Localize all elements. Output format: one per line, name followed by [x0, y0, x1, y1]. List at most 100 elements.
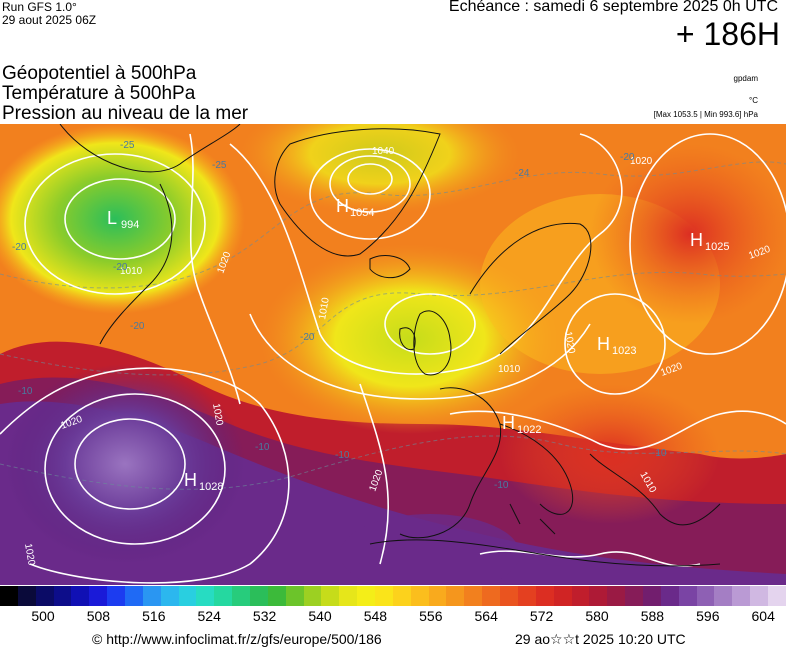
scale-swatch: [125, 586, 143, 606]
isotherm-label: -25: [212, 160, 227, 171]
border-line: [509, 503, 556, 535]
scale-label: 564: [474, 608, 498, 624]
coastline-labrador: [99, 183, 173, 345]
scale-swatch: [71, 586, 90, 606]
scale-swatch: [410, 586, 429, 606]
isobar-label: 1040: [372, 146, 395, 157]
scale-swatch: [642, 586, 661, 606]
center-value: 1025: [705, 241, 729, 253]
scale-swatch: [214, 586, 233, 606]
isotherm-label: -25: [120, 140, 135, 151]
scale-swatch: [392, 586, 411, 606]
scale-label: 516: [142, 608, 166, 624]
scale-label: 604: [751, 608, 775, 624]
isotherm-line: [0, 435, 786, 490]
coastline-europe-west: [399, 387, 502, 539]
isobar-label: 1020: [210, 403, 225, 427]
center-value: 1054: [350, 207, 374, 219]
scale-swatch: [767, 586, 786, 606]
scale-swatch: [267, 586, 286, 606]
isobar: [629, 133, 786, 355]
scale-swatch: [696, 586, 715, 606]
scale-swatch: [160, 586, 179, 606]
map-canvas: L 994 H 1054 H 1025 H 1023 H 1022 H 1028…: [0, 124, 786, 585]
isotherm-label: -20: [12, 242, 27, 253]
isotherm-label: -20: [130, 321, 145, 332]
center-letter: L: [107, 208, 117, 228]
weather-map[interactable]: L 994 H 1054 H 1025 H 1023 H 1022 H 1028…: [0, 124, 786, 585]
run-model-label: Run GFS 1.0°: [2, 0, 77, 14]
scale-swatch: [500, 586, 518, 606]
scale-swatch: [250, 586, 268, 606]
isotherm-label: -10: [18, 386, 33, 397]
center-value: 994: [121, 219, 139, 231]
scale-swatch: [714, 586, 733, 606]
isotherm-label: -20: [113, 262, 128, 273]
scale-label: 540: [308, 608, 332, 624]
isobar: [309, 148, 431, 240]
title-pressure: Pression au niveau de la mer: [2, 103, 249, 124]
scale-label: 580: [585, 608, 609, 624]
unit-temperature: °C: [749, 96, 758, 105]
isobar: [384, 293, 476, 355]
field-saharan-ridge: [340, 514, 520, 585]
isotherm-label: -10: [335, 450, 350, 461]
scale-swatch: [196, 586, 215, 606]
coastline-labrador: [59, 124, 241, 173]
scale-swatch: [571, 586, 590, 606]
isobar: [359, 383, 390, 565]
field-balkans-ridge: [500, 384, 720, 524]
center-letter: H: [184, 470, 197, 490]
center-value: 1022: [517, 424, 541, 436]
scale-swatch: [17, 586, 36, 606]
coastline-britain: [413, 310, 452, 376]
isotherm-line: [0, 271, 786, 376]
coastline-north-africa: [369, 539, 721, 567]
scale-swatch: [446, 586, 465, 606]
scale-swatch: [482, 586, 501, 606]
scale-swatch: [553, 586, 572, 606]
scale-swatch: [625, 586, 643, 606]
title-geopotential: Géopotentiel à 500hPa: [2, 63, 197, 84]
isobar: [189, 133, 241, 405]
center-value: 1028: [199, 481, 223, 493]
scale-swatch: [107, 586, 126, 606]
scale-swatch: [357, 586, 376, 606]
isobar-label: 1010: [498, 364, 521, 375]
scale-swatch: [0, 586, 18, 606]
isobar: [347, 163, 393, 195]
scale-swatch: [339, 586, 358, 606]
scale-label: 548: [363, 608, 388, 624]
coastline-iceland: [369, 255, 411, 279]
isobar: [74, 418, 186, 510]
coastline-ireland: [399, 327, 416, 351]
scale-swatch: [464, 586, 483, 606]
scale-label: 500: [31, 608, 55, 624]
title-temperature: Température à 500hPa: [2, 83, 196, 104]
center-letter: H: [502, 413, 515, 433]
field-russia-ridge: [590, 144, 786, 324]
forecast-valid-time: Echéance : samedi 6 septembre 2025 0h UT…: [448, 0, 778, 15]
scale-swatch: [178, 586, 197, 606]
scale-swatch: [589, 586, 608, 606]
scale-label: 524: [197, 608, 221, 624]
isotherm-label: -20: [300, 332, 315, 343]
isotherm-label: -10: [255, 442, 270, 453]
isobar-label: 1010: [317, 296, 332, 320]
scale-swatch: [89, 586, 108, 606]
isobar: [229, 133, 623, 375]
scale-swatch: [321, 586, 340, 606]
isobar: [64, 178, 176, 260]
scale-swatch: [428, 586, 447, 606]
run-date-label: 29 aout 2025 06Z: [2, 13, 97, 27]
isotherm-label: -24: [515, 168, 530, 179]
scale-label: 532: [252, 608, 277, 624]
coastline-balkans: [589, 453, 721, 526]
high-center: H 1028: [184, 470, 223, 493]
scale-swatch: [285, 586, 304, 606]
coastline-scandinavia: [469, 222, 592, 355]
pressure-range: [Max 1053.5 | Min 993.6] hPa: [653, 110, 758, 119]
center-letter: H: [690, 230, 703, 250]
scale-swatch: [142, 586, 161, 606]
isobar: [329, 155, 411, 213]
